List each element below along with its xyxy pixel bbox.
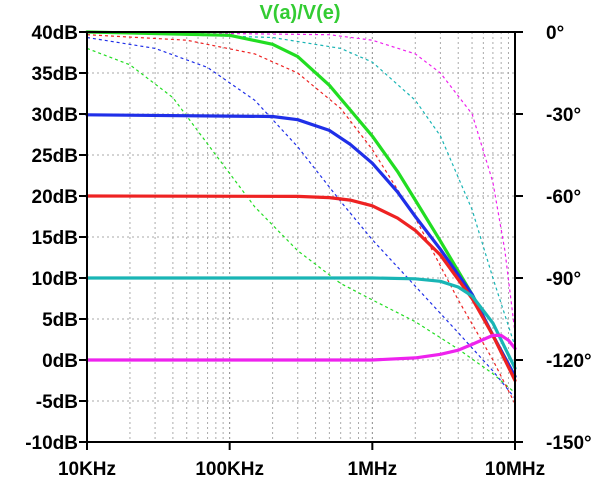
left-tick-label: 40dB [32,23,78,44]
grid [87,32,515,442]
left-tick-label: 15dB [32,228,78,249]
left-tick-label: 0dB [42,351,78,372]
magnitude-series-line-5 [85,333,517,362]
phase-series-group [86,31,516,404]
right-axis-ticks: 0° -30° -60° -90° -120° -150° [515,23,592,454]
right-tick-label: -60° [546,187,581,208]
x-axis-ticks: 10KHz 100KHz 1MHz 10MHz [58,442,545,480]
x-tick-label: 1MHz [348,459,398,480]
phase-series-line-5 [86,31,516,333]
x-tick-label: 10MHz [485,459,545,480]
left-tick-label: 35dB [32,64,78,85]
left-tick-label: 30dB [32,105,78,126]
chart-title: V(a)/V(e) [259,2,340,24]
left-tick-label: -10dB [25,433,78,454]
left-tick-label: 10dB [32,269,78,290]
right-tick-label: -90° [546,269,581,290]
phase-series-line-2 [86,36,516,399]
magnitude-series-line-4 [85,276,517,370]
right-tick-label: -30° [546,105,581,126]
right-tick-label: -120° [546,351,592,372]
left-tick-label: 20dB [32,187,78,208]
phase-series-line-1 [86,47,516,394]
magnitude-series-line-2 [85,113,517,378]
left-tick-label: 25dB [32,146,78,167]
x-tick-label: 10KHz [58,459,116,480]
plot-frame [86,31,516,443]
right-tick-label: 0° [546,23,564,44]
magnitude-series-line-3 [85,194,517,383]
right-tick-label: -150° [546,433,592,454]
left-tick-label: 5dB [42,310,78,331]
phase-series-line-4 [86,31,516,347]
left-axis-ticks: 40dB 35dB 30dB 25dB 20dB 15dB 10dB 5dB 0dB -5dB -1… [25,23,87,454]
left-tick-label: -5dB [36,392,78,413]
magnitude-series-group [85,30,517,383]
x-tick-label: 100KHz [195,459,264,480]
phase-series-line-3 [86,34,516,404]
